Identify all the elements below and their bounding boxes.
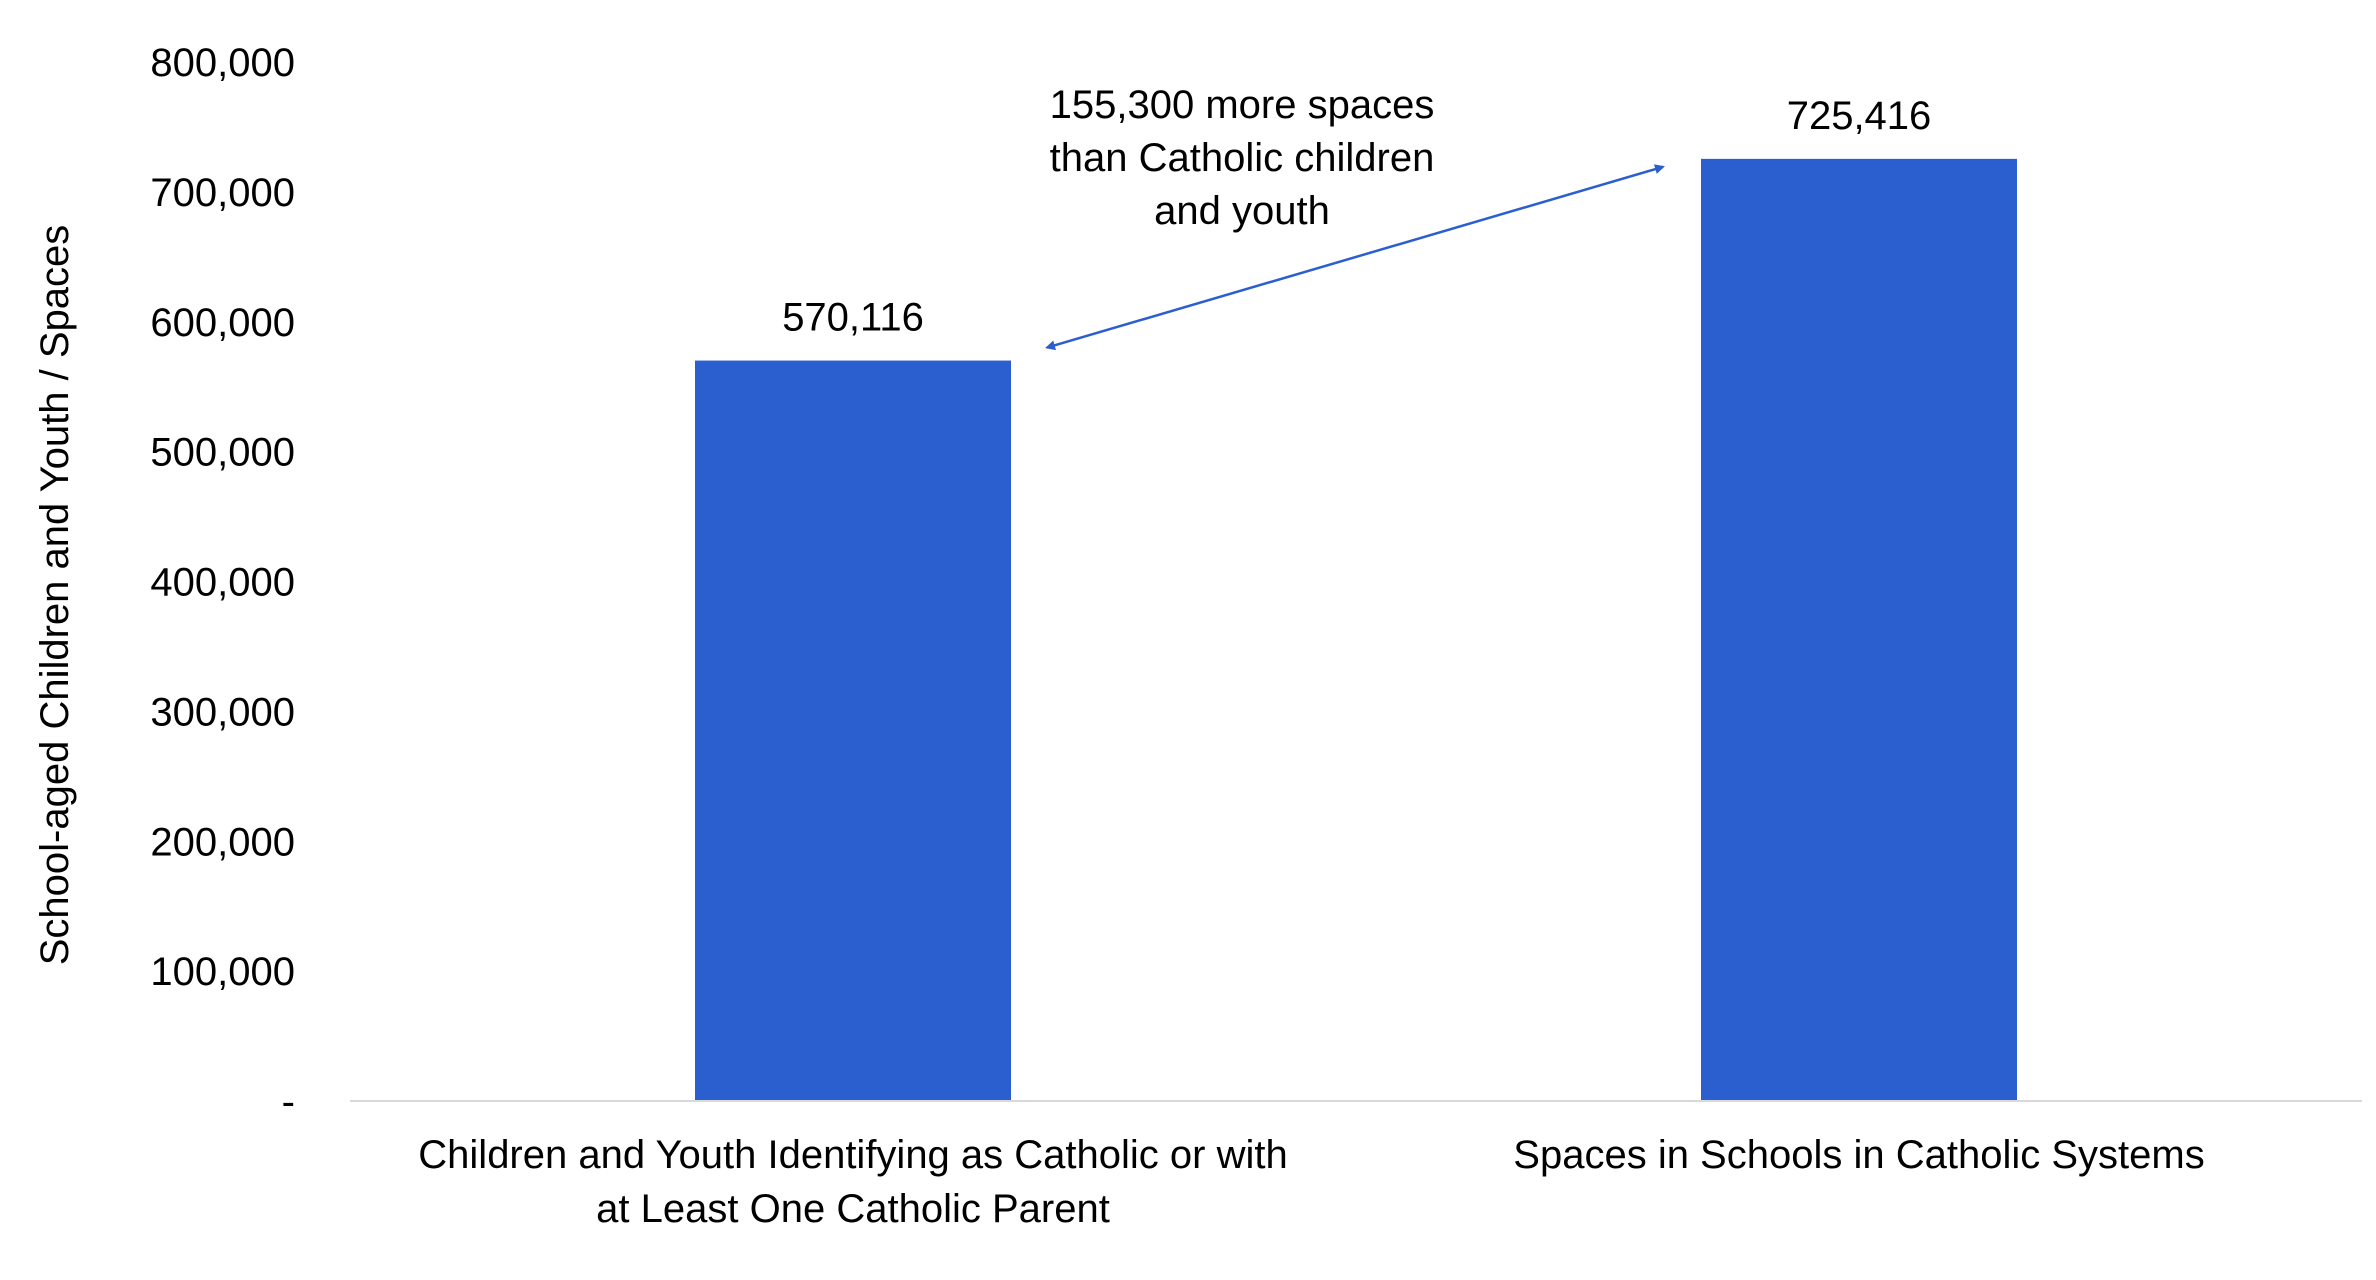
y-tick-label: 200,000 [150, 820, 295, 864]
y-axis-title-group: School-aged Children and Youth / Spaces [33, 225, 77, 966]
x-category-label-2-line-1: Spaces in Schools in Catholic Systems [1513, 1133, 2204, 1177]
annotation-text-line-1: 155,300 more spaces [1050, 83, 1435, 127]
annotation-text-line-3: and youth [1154, 189, 1330, 233]
y-axis-ticks: - 100,000 200,000 300,000 400,000 500,000 600,… [150, 41, 295, 1124]
bar-2 [1701, 158, 2017, 1101]
x-category-label-1-line-2: at Least One Catholic Parent [596, 1187, 1110, 1231]
bars [695, 158, 2017, 1101]
y-tick-label: 800,000 [150, 41, 295, 85]
annotation-arrow [1045, 164, 1665, 351]
data-label-1: 570,116 [782, 296, 924, 340]
data-label-2: 725,416 [1787, 94, 1932, 138]
y-tick-label: 400,000 [150, 561, 295, 605]
y-axis-title: School-aged Children and Youth / Spaces [33, 225, 77, 966]
category-labels: Children and Youth Identifying as Cathol… [418, 1133, 2204, 1231]
y-tick-label: 600,000 [150, 301, 295, 345]
y-tick-label: - [282, 1080, 295, 1124]
y-tick-label: 700,000 [150, 171, 295, 215]
bar-1 [695, 360, 1011, 1101]
y-tick-label: 300,000 [150, 690, 295, 734]
data-labels: 570,116 725,416 [782, 94, 1931, 340]
annotation: 155,300 more spaces than Catholic childre… [1045, 83, 1665, 351]
y-tick-label: 100,000 [150, 950, 295, 994]
y-tick-label: 500,000 [150, 431, 295, 475]
annotation-text-line-2: than Catholic children [1050, 136, 1435, 180]
x-category-label-1-line-1: Children and Youth Identifying as Cathol… [418, 1133, 1287, 1177]
